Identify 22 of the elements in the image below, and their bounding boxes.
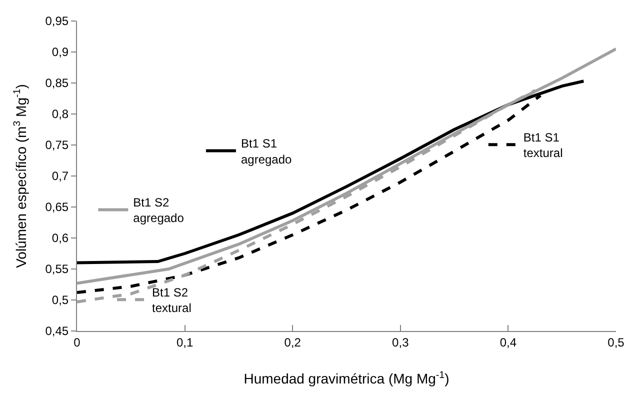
legend-label: Bt1 S1 textural	[523, 130, 563, 160]
legend-label: Bt1 S2 agregado	[133, 196, 184, 226]
x-tick-label: 0,3	[392, 335, 410, 350]
x-tick-label: 0	[74, 335, 81, 350]
x-tick-label: 0,4	[500, 335, 517, 350]
legend-label: Bt1 S1 agregado	[240, 136, 292, 166]
y-tick-label: 0,6	[52, 231, 69, 246]
y-tick-label: 0,75	[45, 138, 69, 152]
legend-label: Bt1 S2 textural	[152, 285, 192, 316]
y-tick-label: 0,5	[52, 293, 69, 308]
y-tick-label: 0,45	[45, 324, 69, 338]
y-tick-label: 0,95	[45, 14, 69, 28]
x-axis-title: Humedad gravimétrica (Mg Mg$^{-1}$)	[244, 370, 450, 387]
x-tick-label: 0,2	[284, 335, 302, 350]
y-tick-label: 0,9	[52, 45, 69, 60]
y-tick-label: 0,65	[45, 200, 69, 214]
x-tick-label: 0,5	[608, 335, 625, 350]
y-tick-label: 0,7	[52, 169, 69, 184]
y-tick-label: 0,55	[45, 262, 69, 276]
x-tick-label: 0,1	[176, 335, 194, 350]
y-tick-label: 0,85	[45, 76, 69, 90]
y-tick-label: 0,8	[52, 107, 69, 122]
